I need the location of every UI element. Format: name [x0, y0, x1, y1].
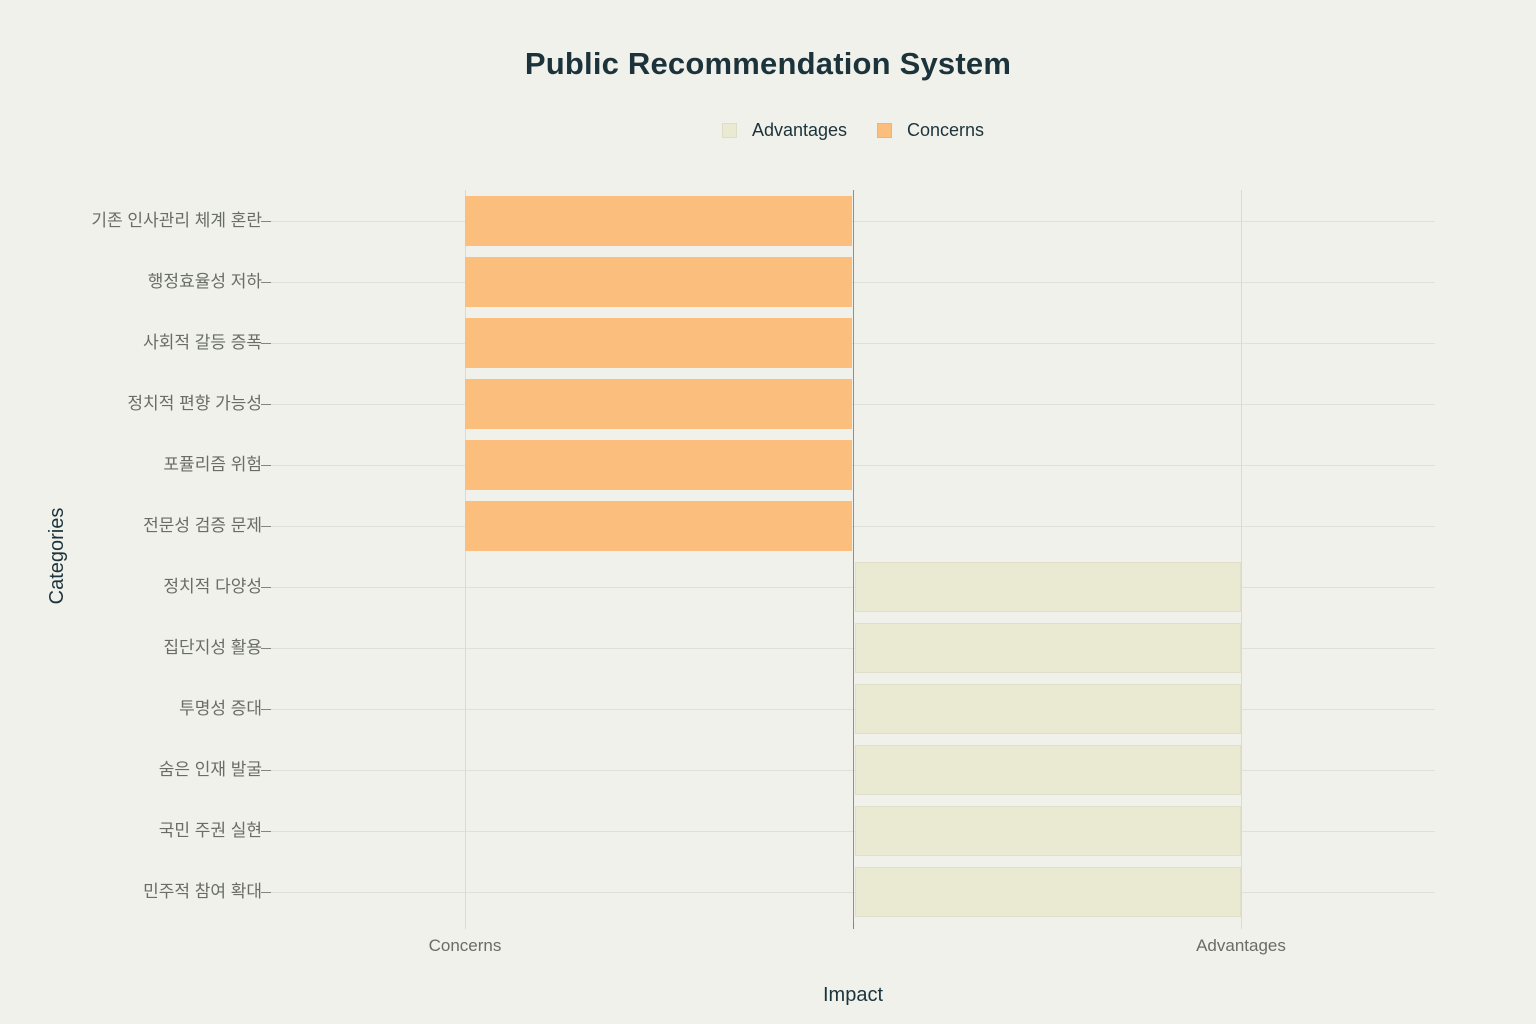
- legend-item-advantages[interactable]: Advantages: [721, 120, 848, 141]
- y-tick-mark: [261, 769, 271, 771]
- x-axis-title: Impact: [822, 984, 884, 1006]
- zero-line: [853, 190, 854, 922]
- y-tick-label: 국민 주권 실현: [158, 820, 262, 840]
- legend-item-concerns[interactable]: Concerns: [877, 120, 984, 141]
- y-tick-mark: [261, 525, 271, 527]
- bar-concerns[interactable]: [465, 317, 852, 368]
- x-tick-mark-zero: [853, 922, 854, 929]
- bar-concerns[interactable]: [465, 500, 852, 551]
- bar-advantages[interactable]: [855, 622, 1241, 673]
- y-axis-title: Categories: [45, 507, 68, 605]
- y-tick-label: 투명성 증대: [179, 698, 262, 718]
- chart-title: Public Recommendation System: [524, 46, 1012, 81]
- x-tick-label: Advantages: [1196, 936, 1286, 955]
- y-tick-label: 숨은 인재 발굴: [158, 759, 262, 779]
- y-tick-mark: [261, 708, 271, 710]
- y-tick-mark: [261, 220, 271, 222]
- y-tick-mark: [261, 403, 271, 405]
- advantages-swatch-icon: [721, 123, 737, 138]
- legend-label-concerns: Concerns: [907, 120, 985, 140]
- bar-concerns[interactable]: [465, 439, 852, 490]
- x-tick-label: Concerns: [428, 936, 502, 955]
- bar-concerns[interactable]: [465, 195, 852, 246]
- concerns-swatch-icon: [877, 123, 893, 138]
- gridline-vertical: [1241, 190, 1242, 929]
- bar-advantages[interactable]: [855, 683, 1241, 734]
- legend: Advantages Concerns: [271, 120, 1435, 141]
- y-tick-label: 정치적 다양성: [163, 576, 262, 596]
- y-tick-mark: [261, 647, 271, 649]
- y-tick-mark: [261, 464, 271, 466]
- y-tick-mark: [261, 586, 271, 588]
- y-tick-label: 행정효율성 저하: [147, 271, 262, 291]
- y-tick-mark: [261, 281, 271, 283]
- y-tick-label: 집단지성 활용: [163, 637, 262, 657]
- bar-advantages[interactable]: [855, 561, 1241, 612]
- y-tick-mark: [261, 830, 271, 832]
- gridline-vertical: [465, 190, 466, 929]
- y-tick-label: 기존 인사관리 체계 혼란: [91, 210, 262, 230]
- y-tick-mark: [261, 342, 271, 344]
- y-tick-label: 포퓰리즘 위험: [163, 454, 262, 474]
- y-tick-label: 사회적 갈등 증폭: [143, 332, 262, 352]
- y-tick-label: 정치적 편향 가능성: [127, 393, 262, 413]
- bar-concerns[interactable]: [465, 256, 852, 307]
- bar-concerns[interactable]: [465, 378, 852, 429]
- legend-label-advantages: Advantages: [751, 120, 848, 140]
- y-tick-label: 전문성 검증 문제: [143, 515, 262, 535]
- bar-advantages[interactable]: [855, 805, 1241, 856]
- bar-advantages[interactable]: [855, 866, 1241, 917]
- y-tick-label: 민주적 참여 확대: [143, 881, 262, 901]
- y-tick-mark: [261, 891, 271, 893]
- bar-advantages[interactable]: [855, 744, 1241, 795]
